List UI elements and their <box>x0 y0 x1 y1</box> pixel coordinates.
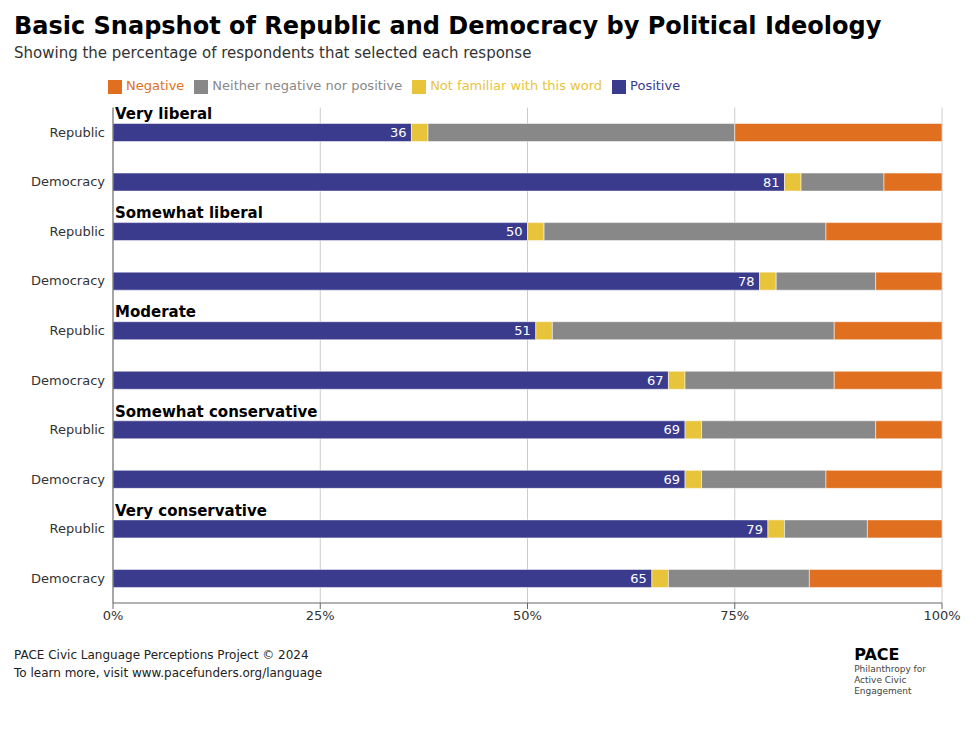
svg-text:Republic: Republic <box>49 125 105 140</box>
svg-text:65: 65 <box>630 571 647 586</box>
svg-text:0%: 0% <box>103 608 124 623</box>
svg-text:50: 50 <box>506 224 523 239</box>
svg-text:Democracy: Democracy <box>31 571 105 586</box>
html-text:Positive: Positive <box>630 78 681 93</box>
svg-text:Very conservative: Very conservative <box>115 502 267 520</box>
svg-text:Moderate: Moderate <box>115 303 196 321</box>
html-text:Active Civic: Active Civic <box>854 675 907 685</box>
svg-text:51: 51 <box>514 323 531 338</box>
html-text:Not familiar with this word: Not familiar with this word <box>430 78 603 93</box>
svg-text:Very liberal: Very liberal <box>115 105 212 123</box>
svg-text:25%: 25% <box>306 608 335 623</box>
svg-text:Republic: Republic <box>49 224 105 239</box>
html-text:Neither negative nor positive: Neither negative nor positive <box>212 78 403 93</box>
svg-text:Democracy: Democracy <box>31 273 105 288</box>
svg-text:36: 36 <box>390 125 407 140</box>
svg-text:Somewhat liberal: Somewhat liberal <box>115 204 263 222</box>
svg-text:100%: 100% <box>923 608 960 623</box>
svg-text:75%: 75% <box>720 608 749 623</box>
svg-text:Somewhat conservative: Somewhat conservative <box>115 403 318 421</box>
svg-text:Republic: Republic <box>49 521 105 536</box>
svg-text:Republic: Republic <box>49 422 105 437</box>
svg-text:81: 81 <box>763 175 780 190</box>
svg-text:78: 78 <box>738 274 755 289</box>
html-text:Basic Snapshot of Republic and: Basic Snapshot of Republic and Democracy… <box>14 12 882 40</box>
html-text:Showing the percentage of resp: Showing the percentage of respondents th… <box>14 44 532 62</box>
svg-text:Republic: Republic <box>49 323 105 338</box>
svg-text:79: 79 <box>746 522 763 537</box>
svg-text:69: 69 <box>663 422 680 437</box>
html-text:PACE Civic Language Perception: PACE Civic Language Perceptions Project … <box>14 648 323 680</box>
svg-text:Democracy: Democracy <box>31 373 105 388</box>
svg-text:50%: 50% <box>513 608 542 623</box>
html-text:Philanthropy for: Philanthropy for <box>854 664 926 674</box>
html-text:PACE: PACE <box>854 645 900 664</box>
html-text:Engagement: Engagement <box>854 686 912 696</box>
svg-text:69: 69 <box>663 472 680 487</box>
svg-text:67: 67 <box>647 373 664 388</box>
svg-text:Democracy: Democracy <box>31 472 105 487</box>
svg-text:Democracy: Democracy <box>31 174 105 189</box>
html-text:Negative: Negative <box>126 78 185 93</box>
